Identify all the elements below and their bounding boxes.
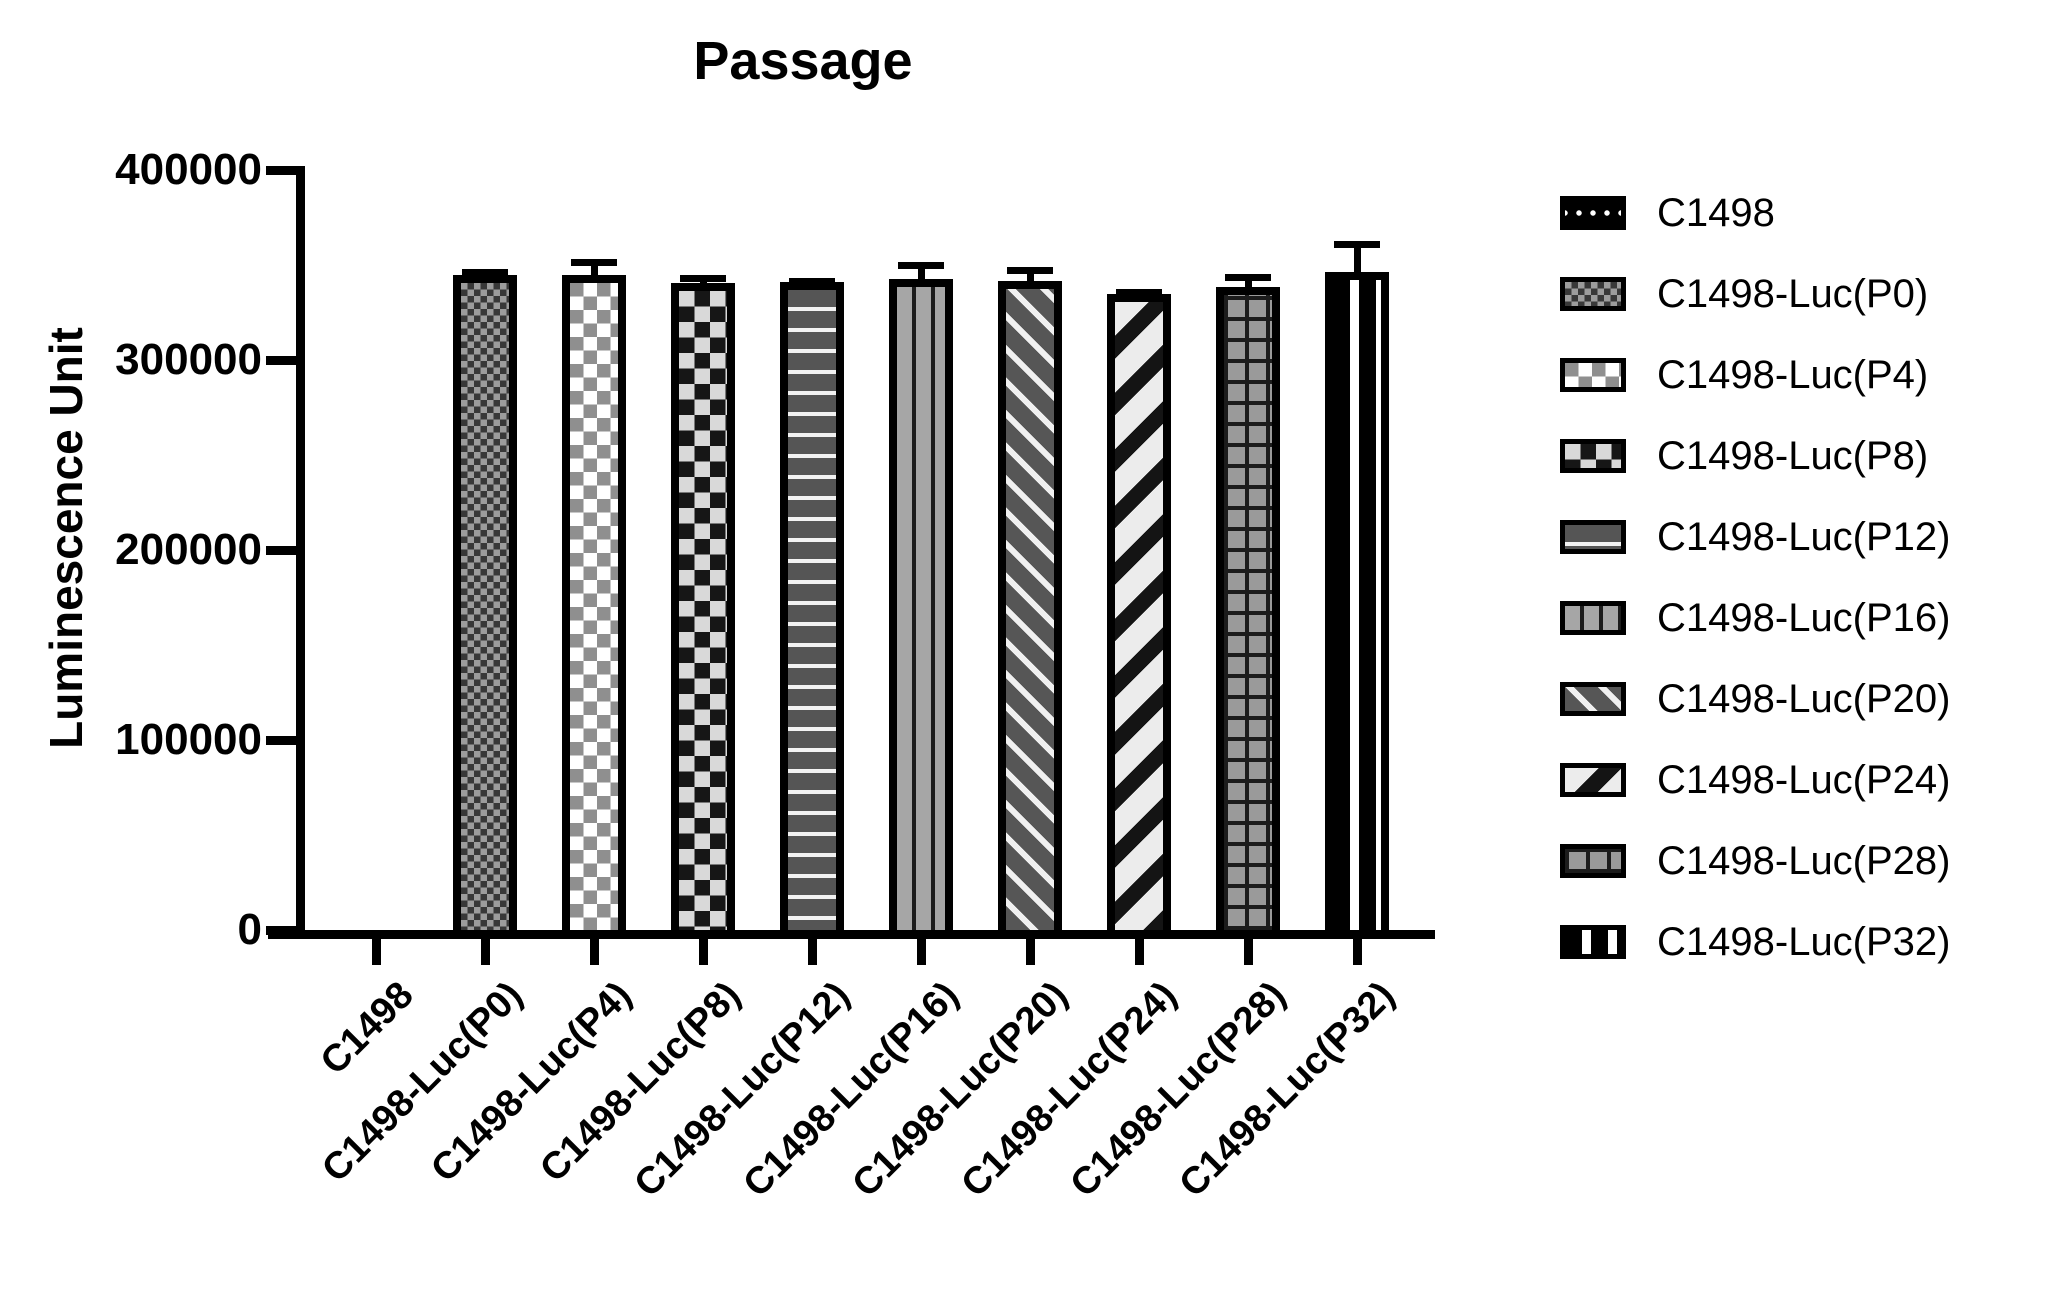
x-tick (481, 939, 490, 965)
error-bar-cap (789, 278, 835, 286)
y-tick-label: 0 (237, 905, 262, 954)
legend-label: C1498-Luc(P16) (1657, 596, 1951, 640)
error-bar-stem (918, 262, 925, 292)
x-tick (1026, 939, 1035, 965)
x-tick-label: C1498-Luc(P4) (423, 974, 640, 1191)
error-bar-stem (591, 259, 598, 287)
legend-label: C1498-Luc(P28) (1657, 839, 1951, 883)
error-bar-cap (1225, 273, 1271, 281)
bar-C1498-Luc(P16) (889, 279, 953, 930)
x-tick (1135, 939, 1144, 965)
x-tick-label: C1498-Luc(P8) (532, 974, 749, 1191)
y-tick (266, 356, 296, 365)
legend-swatch-checker-fine (1560, 277, 1626, 311)
x-tick (372, 939, 381, 965)
error-bar-cap (680, 274, 726, 282)
legend-swatch-hstripes (1560, 520, 1626, 554)
y-tick (266, 166, 296, 175)
bar-C1498-Luc(P0) (453, 274, 517, 930)
legend-swatch-vbands (1560, 925, 1626, 959)
y-axis-line (296, 166, 305, 939)
y-tick (266, 926, 296, 935)
legend-swatch-diag-down (1560, 682, 1626, 716)
x-tick (699, 939, 708, 965)
legend-label: C1498-Luc(P20) (1657, 677, 1951, 721)
legend-label: C1498-Luc(P0) (1657, 272, 1929, 316)
x-axis-line (268, 930, 1435, 939)
x-tick (1244, 939, 1253, 965)
error-bar-cap (462, 268, 508, 276)
error-bar-stem (1245, 273, 1252, 299)
x-tick (1353, 939, 1362, 965)
error-bar-cap (571, 259, 617, 267)
y-tick-label: 400000 (115, 145, 262, 194)
legend-swatch-grid (1560, 844, 1626, 878)
x-tick (917, 939, 926, 965)
chart-title: Passage (693, 31, 913, 91)
legend-label: C1498-Luc(P8) (1657, 434, 1929, 478)
legend-label: C1498-Luc(P32) (1657, 920, 1951, 964)
bar-C1498-Luc(P20) (998, 281, 1062, 930)
y-tick-label: 200000 (115, 525, 262, 574)
error-bar-cap (1334, 241, 1380, 249)
bar-C1498-Luc(P32) (1325, 271, 1389, 930)
legend-swatch-vlines (1560, 601, 1626, 635)
legend-swatch-diag-up (1560, 763, 1626, 797)
y-tick-label: 100000 (115, 715, 262, 764)
x-tick (590, 939, 599, 965)
y-tick-label: 300000 (115, 335, 262, 384)
x-tick (808, 939, 817, 965)
bar-C1498-Luc(P8) (671, 283, 735, 930)
x-tick-label: C1498-Luc(P0) (314, 974, 531, 1191)
legend-label: C1498-Luc(P4) (1657, 353, 1929, 397)
legend-label: C1498-Luc(P24) (1657, 758, 1951, 802)
legend-label: C1498 (1657, 191, 1775, 235)
bar-C1498-Luc(P4) (562, 274, 626, 930)
bar-C1498-Luc(P28) (1216, 286, 1280, 930)
error-bar-cap (898, 262, 944, 270)
error-bar-cap (1116, 288, 1162, 296)
error-bar-cap (1007, 266, 1053, 274)
error-bar-stem (1354, 241, 1361, 284)
legend-label: C1498-Luc(P12) (1657, 515, 1951, 559)
bar-C1498-Luc(P12) (780, 282, 844, 930)
legend-swatch-checker-light (1560, 358, 1626, 392)
y-tick (266, 736, 296, 745)
y-tick (266, 546, 296, 555)
bar-C1498-Luc(P24) (1107, 293, 1171, 930)
legend-swatch-checker-dark (1560, 439, 1626, 473)
legend-swatch-dots (1560, 196, 1626, 230)
error-bar-stem (1027, 266, 1034, 294)
